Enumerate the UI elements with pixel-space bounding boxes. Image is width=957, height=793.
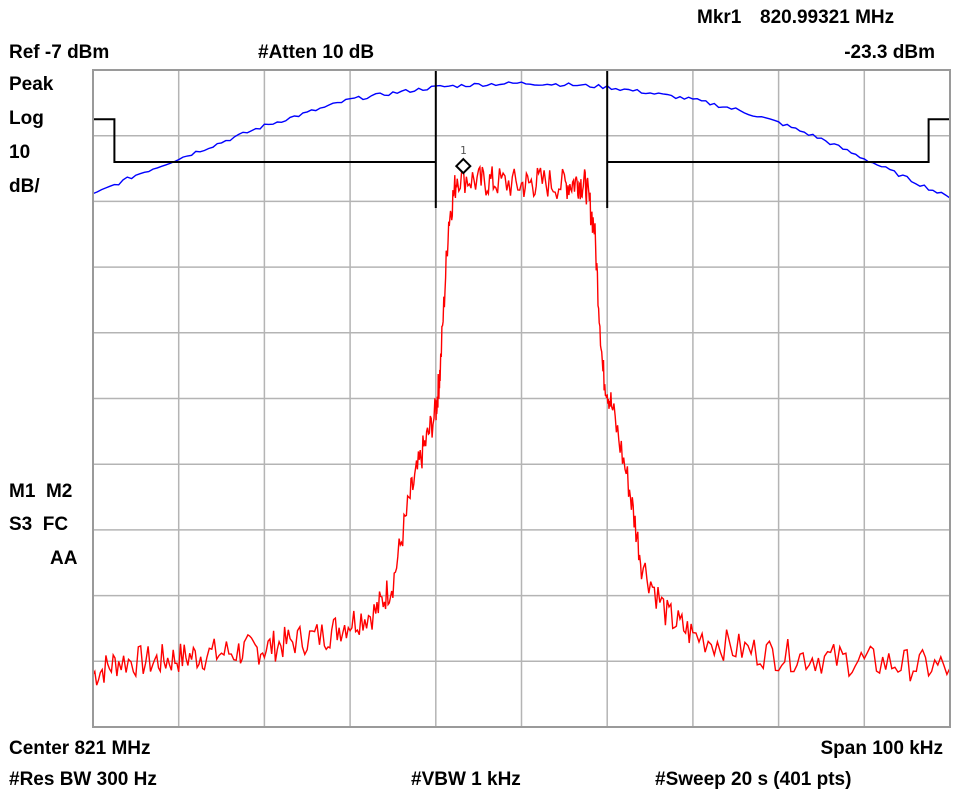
span: Span 100 kHz — [820, 738, 944, 759]
resolution-bandwidth: #Res BW 300 Hz — [9, 769, 157, 790]
scale-value-label: 10 — [9, 142, 31, 163]
signal-trace — [92, 164, 951, 686]
attenuation: #Atten 10 dB — [258, 42, 375, 63]
scale-type-label: Log — [9, 108, 44, 129]
aa-indicator: AA — [50, 548, 78, 569]
plot-frame — [92, 69, 951, 728]
marker-diamond-icon — [454, 157, 472, 175]
sweep-status: S3 FC — [9, 514, 69, 535]
filter-trace — [92, 81, 951, 199]
ref-level: Ref -7 dBm — [9, 42, 110, 63]
marker-label: Mkr1 — [697, 7, 742, 28]
grid — [93, 70, 950, 727]
marker-number: 1 — [460, 144, 467, 157]
marker-frequency: 820.99321 MHz — [760, 7, 895, 28]
video-bandwidth: #VBW 1 kHz — [411, 769, 521, 790]
markers-status: M1 M2 — [9, 481, 73, 502]
marker-level: -23.3 dBm — [844, 42, 935, 63]
detector-label: Peak — [9, 74, 54, 95]
marker-group: 1 — [454, 144, 472, 175]
sweep-time: #Sweep 20 s (401 pts) — [655, 769, 852, 790]
scale-unit-label: dB/ — [9, 176, 40, 197]
center-frequency: Center 821 MHz — [9, 738, 151, 759]
